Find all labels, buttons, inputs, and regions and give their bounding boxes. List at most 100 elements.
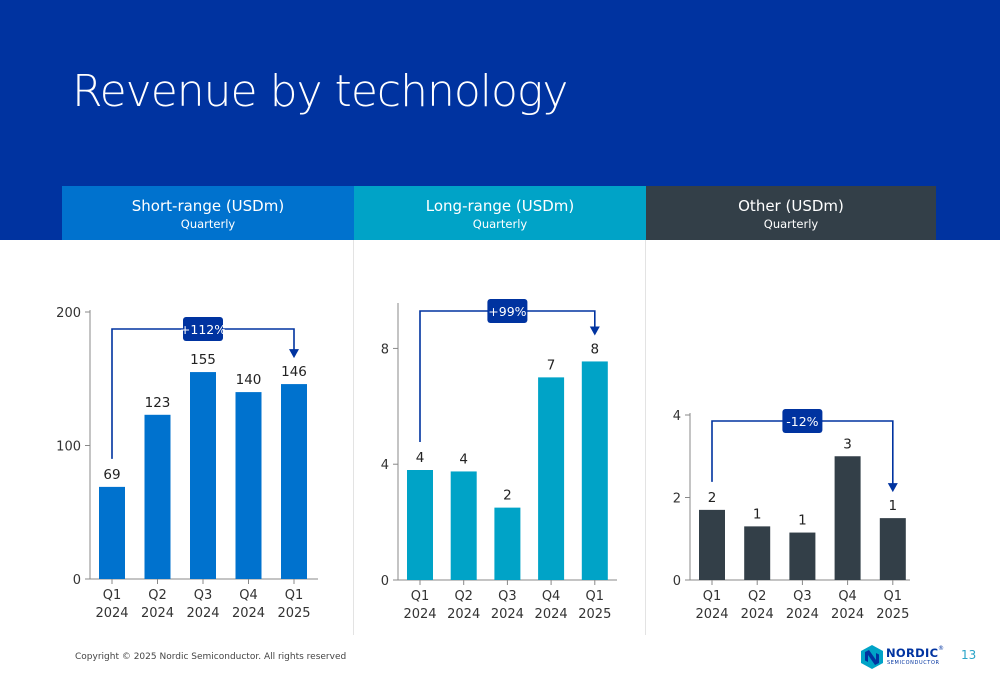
x-tick-label-year: 2025 — [277, 606, 310, 621]
y-tick-label: 0 — [381, 574, 389, 589]
x-tick-label-year: 2024 — [741, 607, 774, 622]
y-tick-label: 4 — [673, 409, 681, 424]
panel-header-short-range: Short-range (USDm) Quarterly — [62, 186, 354, 240]
y-tick-label: 0 — [73, 573, 81, 588]
chart-1: 0 4 8 4 Q1 2024 4 Q2 2024 2 Q3 2024 7 Q4 2024 8 Q1 2025 +9… — [381, 299, 617, 622]
panel-divider — [353, 240, 354, 635]
x-tick-label-quarter: Q1 — [703, 589, 722, 604]
annotation-arrow — [289, 349, 299, 359]
copyright-text: Copyright © 2025 Nordic Semiconductor. A… — [75, 652, 347, 662]
data-label: 155 — [190, 352, 216, 368]
annotation-arrow — [887, 483, 898, 493]
bar — [407, 470, 433, 580]
x-tick-label-year: 2024 — [95, 606, 128, 621]
x-tick-label-year: 2024 — [403, 607, 436, 622]
bar — [744, 526, 771, 580]
x-tick-label-year: 2024 — [786, 607, 819, 622]
panel-subtitle: Quarterly — [180, 217, 236, 231]
annotation-badge — [183, 317, 223, 341]
x-tick-label-year: 2024 — [141, 606, 174, 621]
annotation-arrow — [589, 326, 600, 336]
bar — [834, 456, 861, 580]
y-tick-label: 8 — [381, 342, 389, 357]
logo-registered-mark: ® — [938, 645, 944, 652]
data-label: 69 — [103, 467, 120, 483]
annotation-label: +112% — [180, 322, 226, 337]
bar — [144, 414, 171, 579]
x-tick-label-quarter: Q1 — [411, 589, 430, 604]
x-tick-label-quarter: Q4 — [542, 589, 561, 604]
x-tick-label-year: 2024 — [447, 607, 480, 622]
logo-wordmark: NORDIC — [886, 646, 939, 660]
logo-subtitle: SEMICONDUCTOR — [887, 660, 940, 666]
x-tick-label-year: 2025 — [578, 607, 611, 622]
bar — [699, 509, 725, 580]
x-tick-label-quarter: Q1 — [884, 589, 903, 604]
x-tick-label-year: 2025 — [876, 607, 909, 622]
bar — [538, 377, 565, 580]
bar — [581, 361, 608, 580]
x-tick-label-year: 2024 — [491, 607, 524, 622]
bar — [190, 372, 216, 579]
panel-divider — [645, 240, 646, 635]
nordic-logo-icon — [861, 645, 883, 669]
nordic-logo: NORDIC ® SEMICONDUCTOR — [860, 644, 956, 674]
bar — [281, 384, 307, 579]
annotation-badge — [782, 409, 823, 433]
x-tick-label-year: 2024 — [831, 607, 864, 622]
data-label: 8 — [591, 341, 600, 357]
data-label: 3 — [843, 436, 852, 452]
x-tick-label-quarter: Q4 — [838, 589, 857, 604]
x-tick-label-year: 2024 — [535, 607, 568, 622]
bar — [235, 392, 262, 579]
bar — [789, 532, 816, 580]
data-label: 2 — [503, 488, 512, 504]
chart-2: 0 2 4 2 Q1 2024 1 Q2 2024 1 Q3 2024 3 Q4 2024 1 Q1 2025 -1… — [673, 409, 910, 622]
panel-subtitle: Quarterly — [763, 217, 819, 231]
data-label: 146 — [281, 364, 307, 380]
annotation-label: -12% — [786, 414, 818, 429]
data-label: 140 — [236, 372, 262, 388]
annotation-label: +99% — [488, 304, 526, 319]
x-tick-label-year: 2024 — [186, 606, 219, 621]
data-label: 1 — [889, 498, 898, 514]
page-title: Revenue by technology — [72, 66, 568, 117]
x-tick-label-quarter: Q3 — [498, 589, 517, 604]
panel-title: Long-range (USDm) — [425, 197, 575, 215]
bar — [450, 471, 477, 580]
x-tick-label-quarter: Q1 — [285, 588, 304, 603]
data-label: 1 — [798, 513, 807, 529]
annotation-bracket — [419, 310, 596, 442]
data-label: 2 — [708, 490, 717, 506]
x-tick-label-quarter: Q4 — [239, 588, 258, 603]
bar — [99, 486, 125, 579]
bar — [879, 518, 906, 580]
page-number: 13 — [961, 648, 977, 662]
y-tick-label: 100 — [56, 440, 81, 455]
data-label: 123 — [145, 395, 171, 411]
y-tick-label: 0 — [673, 574, 681, 589]
y-tick-label: 2 — [673, 492, 681, 507]
x-tick-label-quarter: Q3 — [194, 588, 213, 603]
y-tick-label: 4 — [381, 458, 389, 473]
panel-title: Short-range (USDm) — [131, 197, 285, 215]
bar — [494, 507, 521, 580]
panel-header-long-range: Long-range (USDm) Quarterly — [354, 186, 646, 240]
panel-title: Other (USDm) — [738, 197, 844, 215]
x-tick-label-quarter: Q2 — [748, 589, 767, 604]
x-tick-label-quarter: Q3 — [793, 589, 812, 604]
x-tick-label-year: 2024 — [695, 607, 728, 622]
x-tick-label-quarter: Q1 — [586, 589, 605, 604]
data-label: 1 — [753, 506, 762, 522]
chart-0: 0 100 200 69 Q1 2024 123 Q2 2024 155 Q3 2024 140 Q4 20… — [56, 306, 318, 621]
panel-header-other: Other (USDm) Quarterly — [646, 186, 936, 240]
data-label: 7 — [547, 357, 556, 373]
data-label: 4 — [459, 451, 468, 467]
y-tick-label: 200 — [56, 306, 81, 321]
data-label: 4 — [416, 450, 425, 466]
annotation-badge — [487, 299, 528, 323]
x-tick-label-quarter: Q2 — [454, 589, 473, 604]
x-tick-label-year: 2024 — [232, 606, 265, 621]
panel-subtitle: Quarterly — [472, 217, 528, 231]
